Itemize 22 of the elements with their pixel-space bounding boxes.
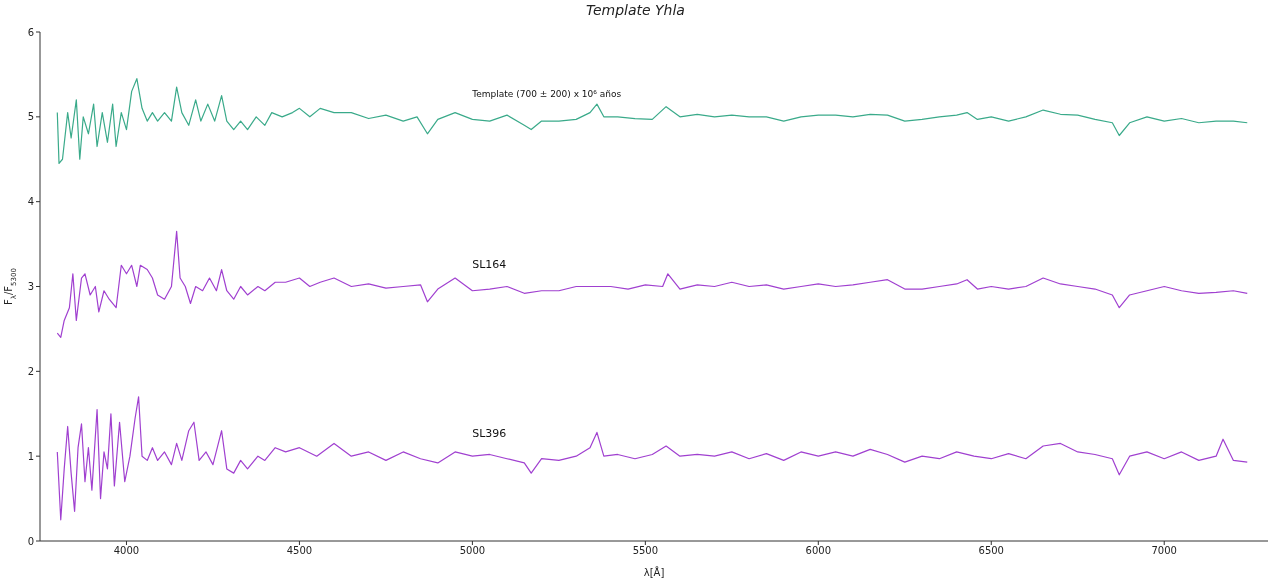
x-tick-label: 4500 (286, 545, 313, 557)
y-tick-label: 1 (27, 450, 34, 462)
y-tick-label: 2 (27, 365, 34, 377)
x-tick-label: 4000 (113, 545, 140, 557)
x-tick-label: 7000 (1151, 545, 1177, 557)
x-tick-label: 5500 (632, 545, 659, 557)
x-axis-title: λ[Å] (643, 566, 665, 578)
series-label: Template (700 ± 200) x 10⁶ años (471, 89, 622, 100)
y-tick-label: 5 (27, 111, 34, 123)
series-label: SL396 (472, 427, 507, 441)
line-series (56, 396, 1248, 521)
line-series (56, 78, 1248, 165)
y-tick-label: 6 (27, 26, 34, 38)
y-tick-label: 0 (27, 535, 34, 547)
y-tick-label: 4 (27, 196, 34, 208)
x-tick-label: 6000 (805, 545, 832, 557)
y-tick-label: 3 (27, 281, 34, 293)
line-series (56, 230, 1248, 338)
series-label: SL164 (472, 257, 507, 271)
x-tick-label: 5000 (459, 545, 486, 557)
chart-title: Template Yhla (585, 2, 686, 18)
x-tick-label: 6500 (978, 545, 1004, 557)
